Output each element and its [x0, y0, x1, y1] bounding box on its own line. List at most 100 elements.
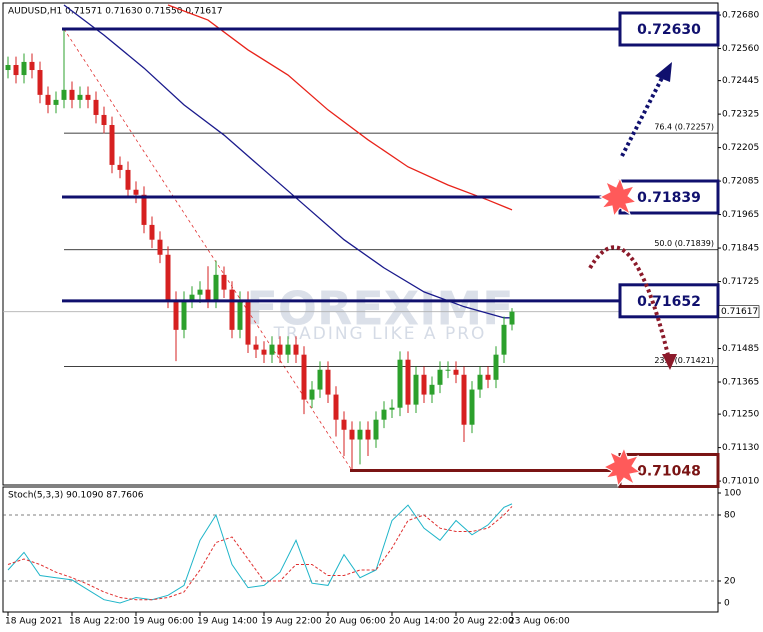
level-box-label: 0.71048 [637, 463, 701, 479]
level-box [618, 283, 720, 319]
burst-icon [598, 176, 638, 218]
fib-label: 23.6 (0.71421) [654, 356, 714, 365]
stoch-line [7, 503, 513, 604]
current-price-label: 0.71617 [721, 307, 758, 317]
main-panel [2, 2, 719, 486]
y-tick-label: 0.71250 [722, 410, 759, 420]
candle-body [133, 189, 139, 195]
candle-body [397, 359, 403, 408]
candle-body [29, 61, 35, 71]
candle-body [85, 94, 91, 100]
dotted-arrow [588, 245, 670, 356]
annotations [588, 62, 677, 488]
candle-body [301, 354, 307, 400]
candle-body [245, 299, 251, 345]
candle-body [421, 374, 427, 395]
candle-body [405, 359, 411, 405]
candle-body [61, 89, 67, 100]
y-tick-label: 0.72085 [722, 177, 759, 187]
candle-body [173, 299, 179, 330]
moving-average [167, 4, 513, 211]
candle-body [477, 374, 483, 390]
y-tick-label: 80 [724, 511, 736, 521]
y-tick-label: 0.72205 [722, 143, 759, 153]
candle-body [229, 289, 235, 330]
current-price-tag [718, 305, 760, 318]
candle-body [309, 389, 315, 400]
candle-body [469, 389, 475, 425]
candle-body [141, 194, 147, 225]
fib-label: 76.4 (0.72257) [654, 123, 714, 132]
candle-body [389, 407, 395, 410]
y-tick-label: 20 [724, 577, 736, 587]
y-tick-label: 0.71130 [722, 443, 759, 453]
chart-header: AUDUSD,H1 0.71571 0.71630 0.71550 0.7161… [8, 7, 223, 17]
candle-body [341, 419, 347, 430]
candle-body [13, 65, 19, 76]
burst-icon [602, 446, 642, 488]
stoch-panel [2, 486, 719, 613]
candle-body [45, 94, 51, 105]
candle-body [429, 384, 435, 395]
x-tick-label: 19 Aug 22:00 [261, 617, 322, 627]
watermark-tagline: TRADING LIKE A PRO [273, 324, 487, 344]
candle-body [221, 274, 227, 290]
candle-body [461, 374, 467, 425]
arrow-head [655, 62, 672, 82]
candle-body [381, 409, 387, 420]
y-tick-label: 0.72680 [722, 11, 759, 21]
x-tick-label: 23 Aug 06:00 [509, 617, 570, 627]
candle-body [53, 99, 59, 105]
candle-body [69, 89, 75, 100]
candle-body [101, 114, 107, 125]
candle-body [501, 324, 507, 355]
y-tick-label: 0.71485 [722, 344, 759, 354]
candle-body [213, 274, 219, 300]
x-tick-label: 18 Aug 2021 [5, 617, 63, 627]
x-tick-label: 20 Aug 22:00 [453, 617, 514, 627]
x-tick-label: 19 Aug 14:00 [197, 617, 258, 627]
candle-body [189, 294, 195, 300]
candle-body [373, 419, 379, 440]
candle-body [165, 254, 171, 300]
level-box-label: 0.71839 [637, 190, 701, 206]
candle-body [349, 429, 355, 440]
candle-body [285, 344, 291, 355]
x-tick-label: 18 Aug 22:00 [69, 617, 130, 627]
fib-label: 50.0 (0.71839) [654, 239, 714, 248]
candle-body [149, 224, 155, 240]
y-tick-label: 0.71365 [722, 378, 759, 388]
y-tick-label: 0.72560 [722, 44, 759, 54]
candle-body [197, 289, 203, 295]
candle-body [445, 369, 451, 371]
y-tick-label: 100 [724, 489, 741, 499]
candle-body [485, 374, 491, 380]
y-tick-label: 0.72445 [722, 76, 759, 86]
level-box [618, 11, 720, 47]
candle-body [269, 344, 275, 355]
candle-body [37, 70, 43, 95]
candle-body [437, 369, 443, 385]
level-box-label: 0.71652 [637, 294, 701, 310]
candle-body [277, 344, 283, 355]
candle-body [253, 344, 259, 350]
candle-body [453, 369, 459, 375]
candle-body [413, 374, 419, 405]
candle-body [237, 299, 243, 330]
candle-body [109, 125, 115, 165]
arrow-head [662, 354, 677, 370]
x-tick-label: 20 Aug 14:00 [389, 617, 450, 627]
candle-body [357, 429, 363, 440]
candle-body [205, 289, 211, 300]
y-tick-label: 0 [724, 599, 730, 609]
candle-body [77, 94, 83, 100]
level-box-label: 0.72630 [637, 22, 701, 38]
candle-body [293, 344, 299, 355]
candle-body [365, 429, 371, 440]
moving-average [63, 4, 512, 319]
candle-body [509, 311, 515, 325]
candle-body [181, 299, 187, 330]
candle-body [493, 354, 499, 380]
